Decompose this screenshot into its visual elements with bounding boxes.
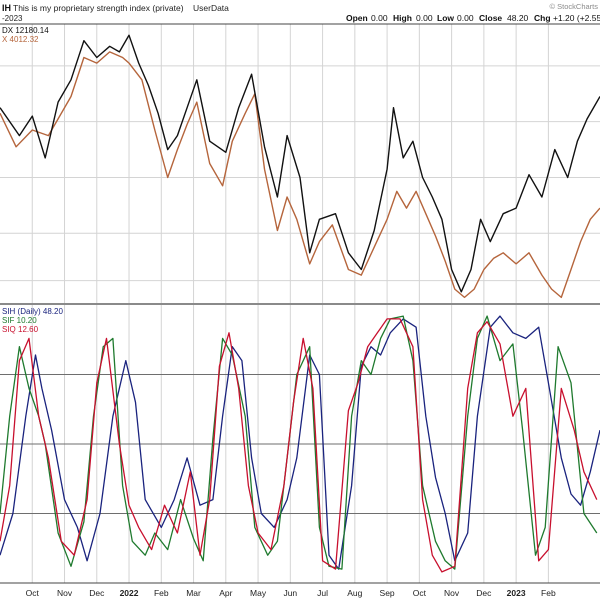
osc-series-sih: [0, 315, 600, 570]
low-value: 0.00: [457, 13, 474, 23]
low-label: Low: [437, 13, 454, 23]
x-tick-label: Aug: [347, 588, 362, 598]
price-series-line: [0, 34, 600, 293]
oscillator-lines: [0, 315, 600, 573]
oscillator-grid: [0, 305, 600, 584]
symbol-fragment: IH: [2, 3, 11, 13]
watermark: © StockCharts: [550, 2, 599, 11]
x-tick-label: May: [250, 588, 267, 598]
x-tick-label: Jun: [283, 588, 297, 598]
x-tick-label: Dec: [89, 588, 105, 598]
x-tick-label: Oct: [26, 588, 40, 598]
chg-label: Chg: [534, 13, 551, 23]
osc-legend-entry: SIH (Daily) 48.20: [2, 307, 63, 316]
x-tick-label: Dec: [476, 588, 492, 598]
price-series-line: [0, 51, 600, 299]
high-value: 0.00: [416, 13, 433, 23]
price-grid: [0, 23, 600, 305]
open-value: 0.00: [371, 13, 388, 23]
x-tick-label: Oct: [413, 588, 427, 598]
osc-legend-entry: SIF 10.20: [2, 316, 37, 325]
price-legend-entry: DX 12180.14: [2, 26, 49, 35]
x-tick-label: Jul: [317, 588, 328, 598]
date-fragment: -2023: [2, 14, 23, 23]
x-tick-label: Nov: [444, 588, 460, 598]
chart-description: This is my proprietary strength index (p…: [13, 3, 184, 13]
x-tick-label: Feb: [154, 588, 169, 598]
x-axis: Oct Nov Dec 2022 Feb Mar Apr May Jun Jul Aug Sep Oct…: [26, 588, 556, 598]
x-tick-label: Mar: [186, 588, 201, 598]
x-tick-label: Apr: [219, 588, 232, 598]
x-tick-label: 2022: [120, 588, 139, 598]
osc-series-siq: [0, 318, 598, 573]
price-lines: [0, 34, 600, 299]
quote-bar: Open 0.00 High 0.00 Low 0.00 Close 48.20…: [346, 13, 600, 23]
chg-value: +1.20 (+2.55: [553, 13, 600, 23]
price-legend-entry: X 4012.32: [2, 35, 39, 44]
source-tag: UserData: [193, 3, 229, 13]
high-label: High: [393, 13, 412, 23]
x-tick-label: Sep: [380, 588, 395, 598]
close-label: Close: [479, 13, 502, 23]
x-tick-label: Feb: [541, 588, 556, 598]
x-tick-label: Nov: [57, 588, 73, 598]
close-value: 48.20: [507, 13, 529, 23]
x-tick-label: 2023: [507, 588, 526, 598]
osc-legend-entry: SIQ 12.60: [2, 325, 39, 334]
open-label: Open: [346, 13, 368, 23]
legends: DX 12180.14X 4012.32 SIH (Daily) 48.20SIF…: [2, 26, 63, 334]
